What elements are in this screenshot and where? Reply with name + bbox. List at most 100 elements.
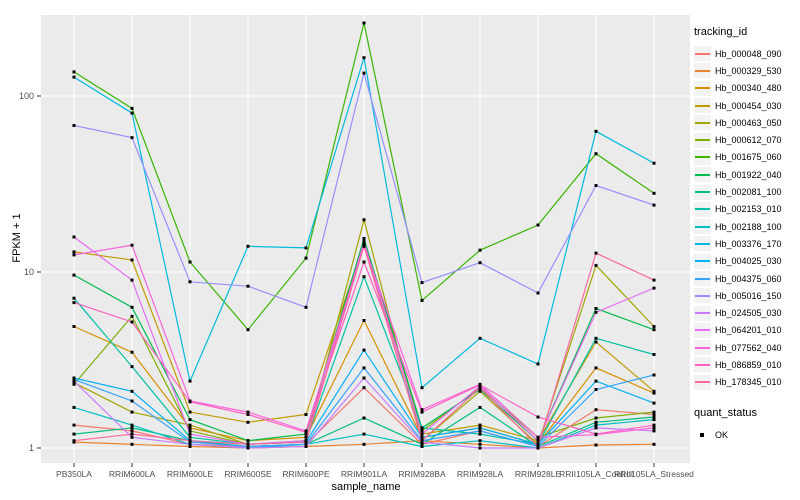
data-point [304,305,308,309]
legend-item: Hb_001922_040 [694,166,798,183]
data-point [130,314,134,318]
legend-item: Hb_000463_050 [694,114,798,131]
legend-key-swatch [694,201,711,217]
data-point [130,350,134,354]
data-point [362,319,366,322]
data-point [188,423,192,427]
data-point [72,273,76,277]
data-point [130,320,134,324]
data-point [594,443,598,447]
data-point [246,328,250,332]
legend-item-label: Hb_004025_030 [715,256,782,267]
data-point [420,445,424,448]
data-point [652,286,656,290]
data-point [362,56,366,60]
legend-key-line [695,208,710,211]
data-point [652,373,656,377]
data-point [304,432,308,436]
y-tick-label: 10 [24,267,34,277]
data-point [188,445,192,448]
x-tick-label: RRIM928BA [398,469,446,479]
data-point [72,423,76,427]
data-point [188,400,192,404]
data-point [652,203,656,207]
legend-item: Hb_002081_100 [694,183,798,200]
x-tick-label: RRIM600LA [109,469,156,479]
data-point [362,432,366,436]
data-point [362,218,366,222]
data-point [362,21,366,25]
legend-key-line [695,139,710,142]
legend-key-line [695,69,710,72]
data-point [536,362,540,366]
data-point [362,348,366,352]
data-point [420,439,424,443]
legend-item: Hb_077562_040 [694,339,798,356]
legend-key-swatch [694,253,711,269]
data-point [652,410,656,414]
data-point [478,439,482,443]
data-point [594,408,598,412]
legend-key-line [695,242,710,245]
legend-key-swatch [694,357,711,373]
data-point [478,432,482,436]
legend-item-label: Hb_000463_050 [715,117,782,128]
legend-key-line [695,381,710,384]
data-point [652,426,656,430]
legend-key-line [695,191,710,194]
data-point [652,413,656,416]
legend-key-line [695,87,710,90]
x-axis-title: sample_name [331,481,401,493]
data-point [594,340,598,344]
data-point [420,281,424,285]
legend-key-line [695,312,710,315]
y-tick-label: 1 [29,443,34,453]
legend-key-line [695,260,710,263]
legend-item-label: Hb_064201_010 [715,325,782,336]
data-point [130,423,134,427]
legend-quant-status: quant_status OK [694,407,798,443]
data-point [420,410,424,414]
data-point [478,426,482,430]
data-point [188,280,192,284]
legend-item: Hb_000612_070 [694,131,798,148]
data-point [246,284,250,288]
legend-item: Hb_000048_090 [694,45,798,62]
data-point [188,435,192,439]
legend-item-label: Hb_086859_010 [715,359,782,370]
legend-key-swatch [694,46,711,62]
data-point [130,435,134,439]
data-point [536,291,540,295]
legend-key-line [695,329,710,332]
data-point [536,442,540,446]
x-tick-label: RRII105LA_Stressed [614,469,694,479]
data-point [594,366,598,370]
data-point [246,420,250,424]
data-point [652,391,656,395]
legend-item-label: Hb_002081_100 [715,187,782,198]
data-point [72,75,76,79]
legend-title-tracking-id: tracking_id [694,26,748,38]
data-point [246,442,250,446]
data-point [594,416,598,420]
data-point [362,240,366,244]
legend-key-swatch [694,288,711,304]
data-point [420,442,424,446]
legend-item: Hb_178345_010 [694,374,798,391]
legend-title-quant-status: quant_status [694,406,757,419]
data-point [362,242,366,246]
data-point [130,258,134,262]
legend-item-label: Hb_001675_060 [715,152,782,163]
legend-item: Hb_002153_010 [694,201,798,218]
data-point [478,442,482,446]
data-point [478,389,482,393]
legend-key-swatch [694,98,711,114]
data-point [362,376,366,380]
data-point [188,442,192,446]
data-point [420,432,424,436]
legend-key-swatch [694,167,711,183]
legend-key-swatch [694,184,711,200]
legend-item-label: Hb_000048_090 [715,48,782,59]
data-point [594,336,598,340]
